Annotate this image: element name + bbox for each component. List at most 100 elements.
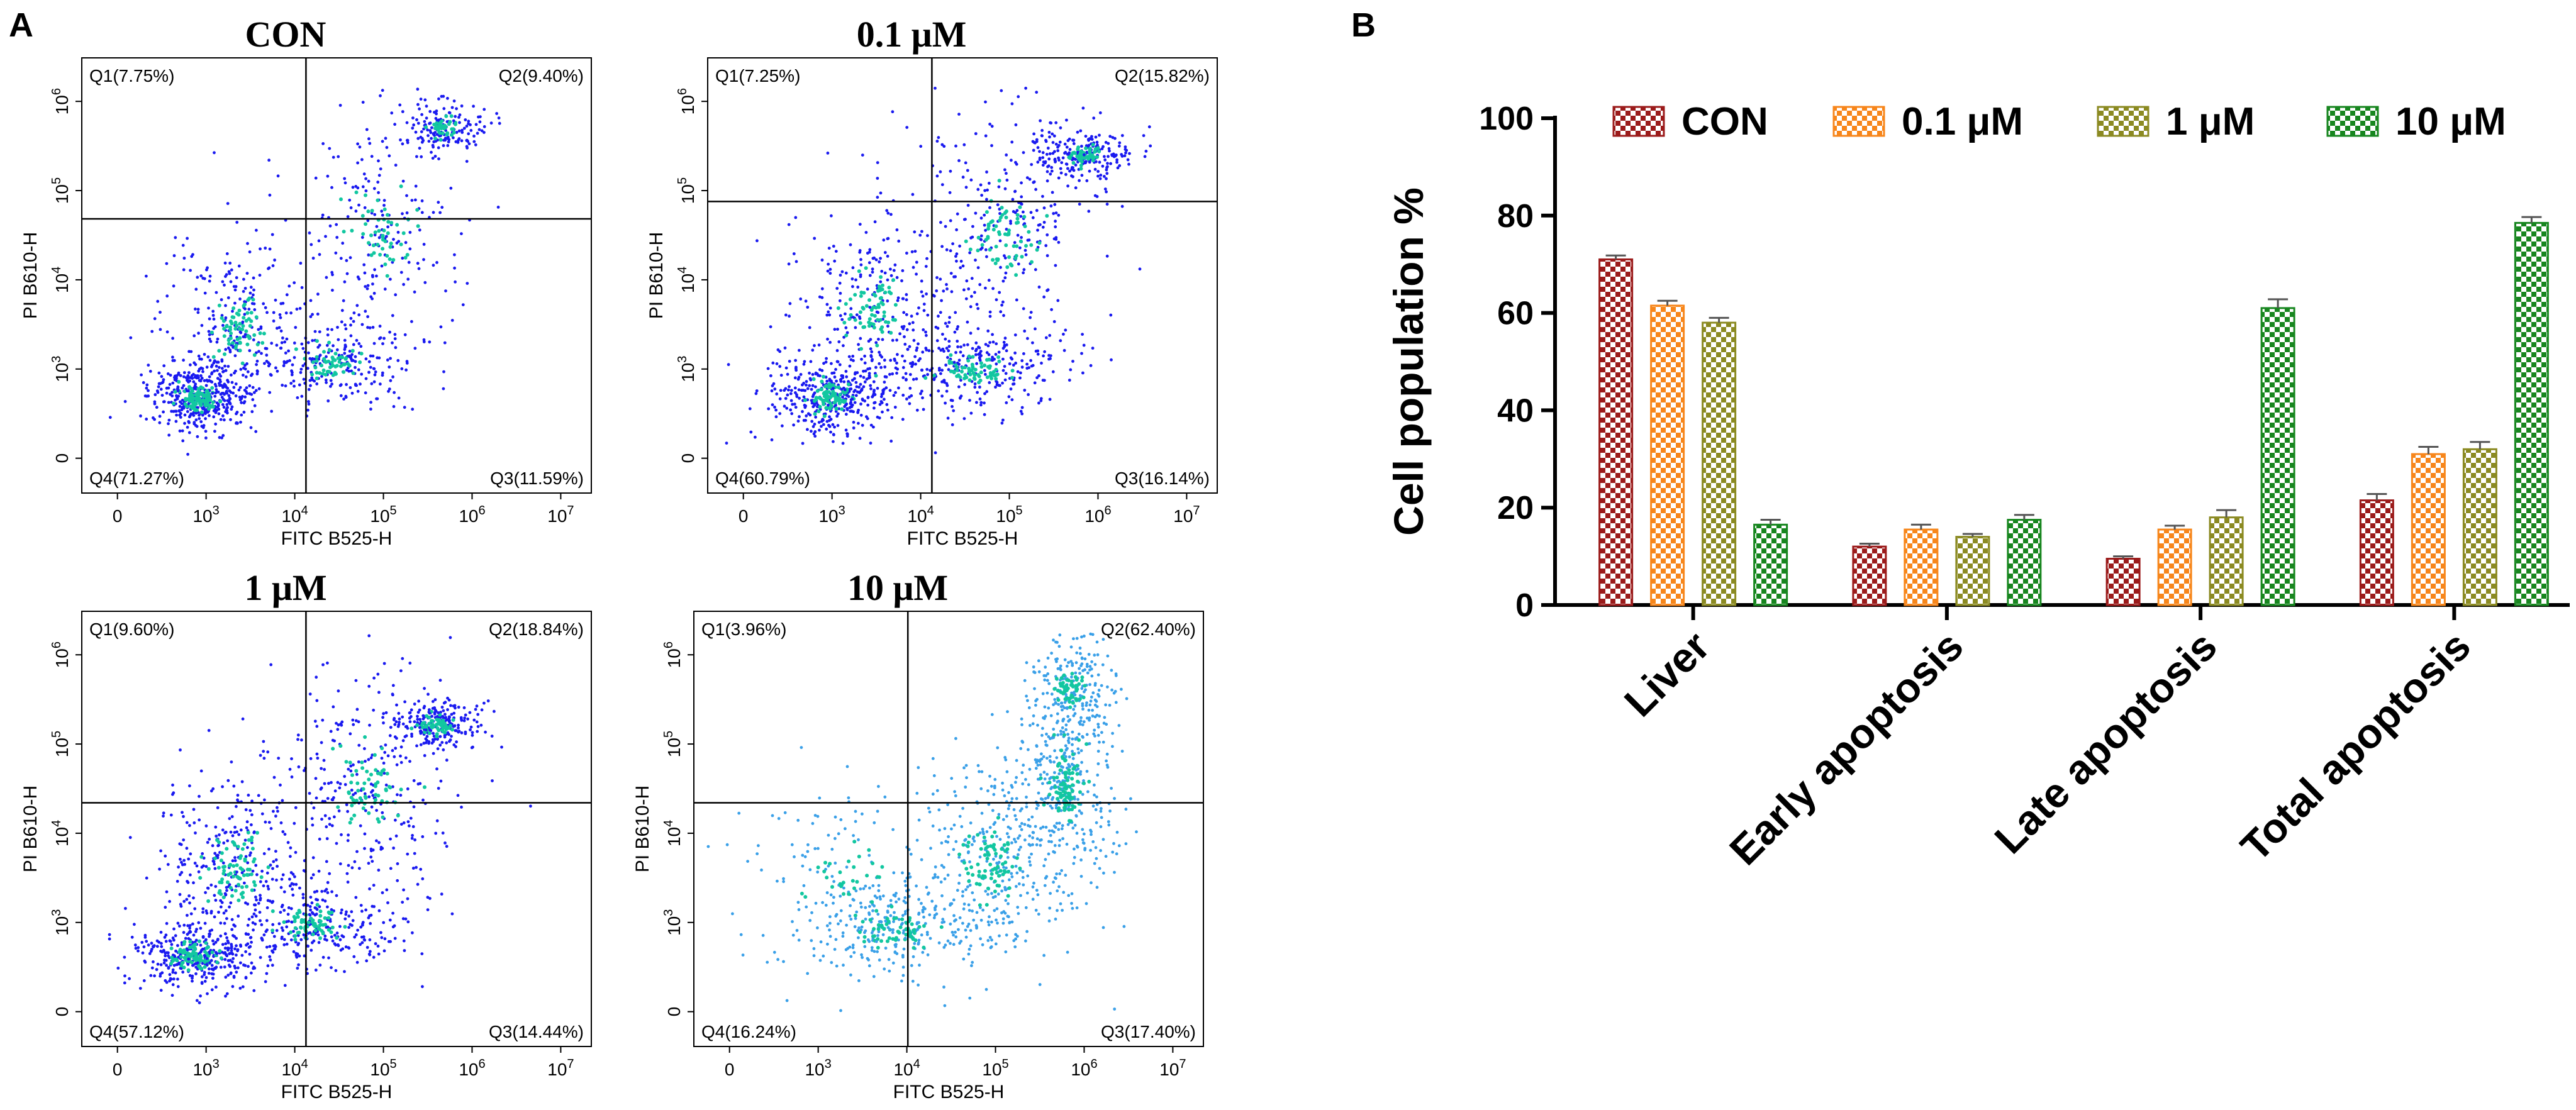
event-dot [945,248,949,252]
dense-event-dot [364,193,367,197]
event-dot [425,738,428,742]
event-dot [1110,153,1113,157]
event-dot [381,374,384,377]
event-dot [206,355,210,358]
event-dot [850,379,854,382]
dense-event-dot [399,242,403,247]
event-dot [1107,155,1110,158]
dense-event-dot [245,873,249,877]
dense-event-dot [315,355,319,359]
dense-event-dot [967,369,971,374]
dense-event-dot [318,923,322,928]
event-dot [976,266,980,269]
event-dot [416,136,420,140]
event-dot [452,743,456,746]
event-dot [849,307,853,311]
dense-event-dot [879,301,884,304]
event-dot [349,769,353,773]
event-dot [435,133,439,136]
dense-event-dot [376,243,380,247]
dense-event-dot [846,382,850,387]
event-dot [198,413,201,417]
event-dot [940,369,944,372]
event-dot [313,379,316,383]
event-dot [817,421,821,424]
event-dot [1045,153,1049,156]
event-dot [172,284,176,288]
event-dot [254,903,257,907]
dense-event-dot [331,746,335,751]
event-dot [457,730,460,734]
event-dot [228,262,232,265]
event-dot [205,268,208,272]
dense-event-dot [876,318,880,322]
flow-panel-title: 0.1 μM [857,14,967,55]
event-dot [444,136,447,140]
event-dot [1074,186,1078,190]
event-dot [338,862,342,865]
event-dot [239,367,243,371]
event-dot [978,397,982,401]
dense-event-dot [447,122,451,126]
dense-event-dot [226,338,231,342]
event-dot [1105,254,1109,258]
event-dot [406,820,410,823]
event-dot [987,353,991,357]
event-dot [241,717,245,721]
event-dot [169,813,173,817]
event-dot [381,891,384,894]
dense-event-dot [238,326,242,331]
dense-event-dot [374,768,378,772]
event-dot [988,182,991,185]
event-dot [298,886,301,890]
dense-event-dot [993,261,998,265]
event-dot [229,971,233,975]
event-dot [265,360,269,363]
event-dot [330,780,333,784]
dense-event-dot [822,375,825,379]
event-dot [1138,267,1142,271]
dense-event-dot [336,805,340,809]
event-dot [300,394,304,398]
event-dot [259,894,262,897]
event-dot [230,380,234,384]
event-dot [333,933,337,937]
event-dot [182,375,186,379]
event-dot [182,358,185,362]
event-dot [345,910,348,914]
event-dot [162,811,165,815]
event-dot [991,358,995,362]
event-dot [235,936,238,940]
event-dot [355,304,359,308]
event-dot [230,405,234,409]
event-dot [794,216,798,219]
event-dot [266,884,270,888]
event-dot [915,408,919,412]
dense-event-dot [1093,150,1097,154]
event-dot [833,259,837,263]
event-dot [416,782,420,786]
event-dot [124,907,127,910]
event-dot [148,952,152,955]
event-dot [162,814,165,818]
dense-event-dot [837,401,842,406]
event-dot [838,363,842,367]
event-dot [357,760,360,763]
event-dot [832,245,835,248]
dense-event-dot [834,397,838,401]
y-tick-label: 105 [676,177,698,204]
event-dot [299,938,303,941]
event-dot [786,372,789,376]
event-dot [813,236,817,240]
event-dot [920,279,923,283]
event-dot [108,937,111,941]
dense-event-dot [252,353,257,357]
event-dot [216,844,220,848]
event-dot [1022,352,1025,355]
dense-event-dot [342,230,346,234]
event-dot [417,267,421,270]
event-dot [367,179,371,183]
event-dot [274,858,278,862]
dense-event-dot [185,397,189,401]
event-dot [367,758,371,762]
